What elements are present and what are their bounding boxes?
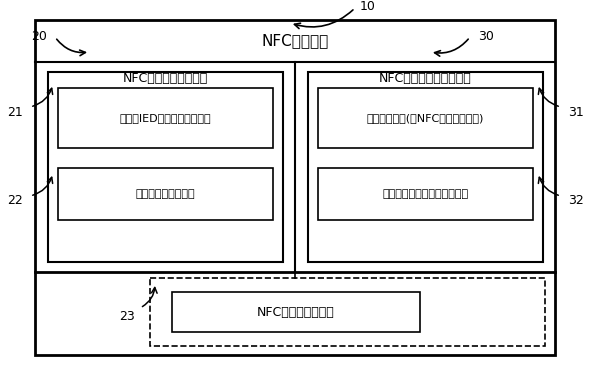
Text: 标签生成及打印模块: 标签生成及打印模块 <box>136 189 195 199</box>
Bar <box>58 88 273 148</box>
Bar <box>308 72 543 262</box>
Bar <box>150 278 545 346</box>
Text: NFC电子标签: NFC电子标签 <box>261 33 328 48</box>
Text: 32: 32 <box>568 195 584 207</box>
Bar <box>318 88 533 148</box>
Bar <box>35 20 555 355</box>
Text: 20: 20 <box>31 30 47 42</box>
Text: NFC电子标签上读写系统: NFC电子标签上读写系统 <box>378 72 471 84</box>
Text: 标签显示及数据读写接口模块: 标签显示及数据读写接口模块 <box>383 189 469 199</box>
Text: 31: 31 <box>568 105 584 118</box>
Bar <box>172 292 420 332</box>
Text: 21: 21 <box>7 105 23 118</box>
Text: 30: 30 <box>478 30 494 42</box>
Text: NFC电子标签数据库: NFC电子标签数据库 <box>257 306 335 318</box>
Text: 22: 22 <box>7 195 23 207</box>
Bar <box>318 168 533 220</box>
Bar <box>58 168 273 220</box>
Text: NFC电子标签管理系统: NFC电子标签管理系统 <box>123 72 208 84</box>
Text: 23: 23 <box>119 309 135 322</box>
Text: 智能手持设备(含NFC标签解读硬件): 智能手持设备(含NFC标签解读硬件) <box>367 113 484 123</box>
Bar <box>48 72 283 262</box>
Text: 10: 10 <box>360 0 376 13</box>
Text: 光罆及IED信息配置导入模块: 光罆及IED信息配置导入模块 <box>120 113 211 123</box>
